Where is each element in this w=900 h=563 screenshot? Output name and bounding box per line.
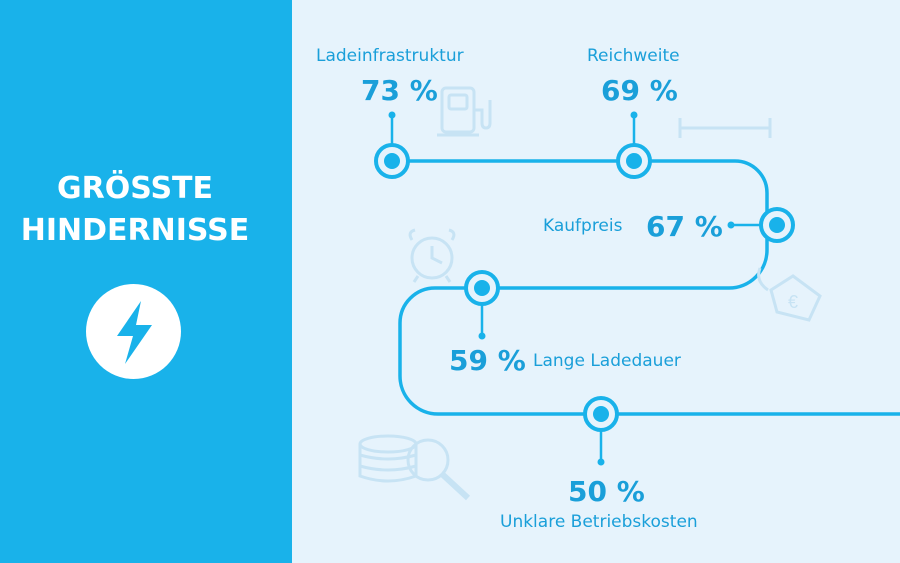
title-line-2: HINDERNISSE: [20, 213, 250, 248]
value-unklare-betriebskosten: 50 %: [568, 475, 645, 508]
title-line-1: GRÖSSTE: [56, 171, 214, 206]
node-ladeinfrastruktur: [374, 111, 410, 179]
charging-station-icon: [437, 86, 492, 137]
label-lange-ladedauer: Lange Ladedauer: [533, 351, 681, 371]
timeline-graphic: €: [358, 86, 900, 501]
alarm-clock-icon: [408, 228, 456, 283]
range-ruler-icon: [678, 118, 772, 138]
label-reichweite: Reichweite: [587, 46, 680, 66]
label-ladeinfrastruktur: Ladeinfrastruktur: [316, 46, 464, 66]
label-unklare-betriebskosten: Unklare Betriebskosten: [500, 512, 698, 532]
label-kaufpreis: Kaufpreis: [543, 216, 623, 236]
node-unklare-betriebskosten: [583, 396, 619, 466]
node-reichweite: [616, 111, 652, 179]
svg-text:€: €: [788, 292, 798, 312]
value-ladeinfrastruktur: 73 %: [361, 74, 438, 107]
value-lange-ladedauer: 59 %: [449, 344, 526, 377]
node-lange-ladedauer: [464, 270, 500, 340]
sidebar-panel: GRÖSSTE HINDERNISSE: [0, 0, 292, 563]
lightning-bolt-icon: [86, 284, 181, 379]
page-title: GRÖSSTE HINDERNISSE: [0, 168, 270, 252]
coins-magnifier-icon: [358, 434, 471, 501]
node-kaufpreis: [727, 207, 795, 243]
timeline-path: [390, 159, 900, 416]
price-tag-euro-icon: €: [757, 267, 822, 322]
value-kaufpreis: 67 %: [646, 210, 723, 243]
content-panel: €: [292, 0, 900, 563]
value-reichweite: 69 %: [601, 74, 678, 107]
